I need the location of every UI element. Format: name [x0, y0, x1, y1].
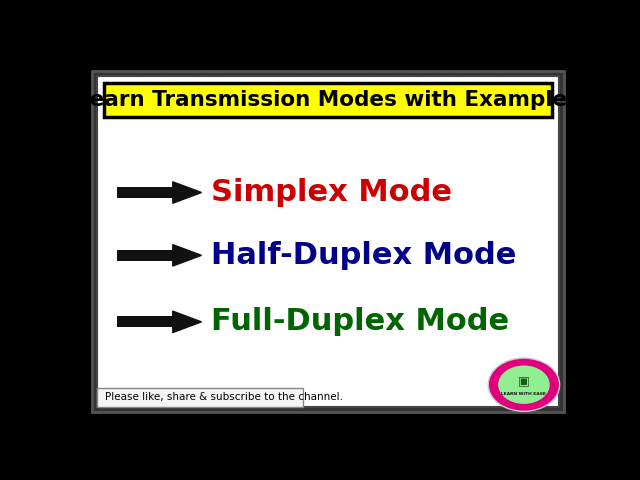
Bar	[117, 316, 173, 327]
Polygon shape	[173, 245, 202, 266]
Circle shape	[498, 365, 550, 404]
Text: Full-Duplex Mode: Full-Duplex Mode	[211, 307, 509, 336]
Text: Learn Transmission Modes with Examples: Learn Transmission Modes with Examples	[76, 90, 580, 110]
Bar	[104, 84, 552, 117]
Text: ▣: ▣	[518, 374, 530, 387]
Bar	[97, 388, 303, 407]
Bar	[117, 250, 173, 261]
Text: LEARN WITH EASE: LEARN WITH EASE	[502, 392, 547, 396]
Text: Half-Duplex Mode: Half-Duplex Mode	[211, 241, 517, 270]
Polygon shape	[173, 311, 202, 333]
Text: Please like, share & subscribe to the channel.: Please like, share & subscribe to the ch…	[105, 392, 343, 402]
Text: Simplex Mode: Simplex Mode	[211, 178, 452, 207]
Circle shape	[488, 358, 559, 411]
Polygon shape	[173, 182, 202, 203]
Bar	[117, 187, 173, 198]
Bar	[97, 76, 559, 407]
